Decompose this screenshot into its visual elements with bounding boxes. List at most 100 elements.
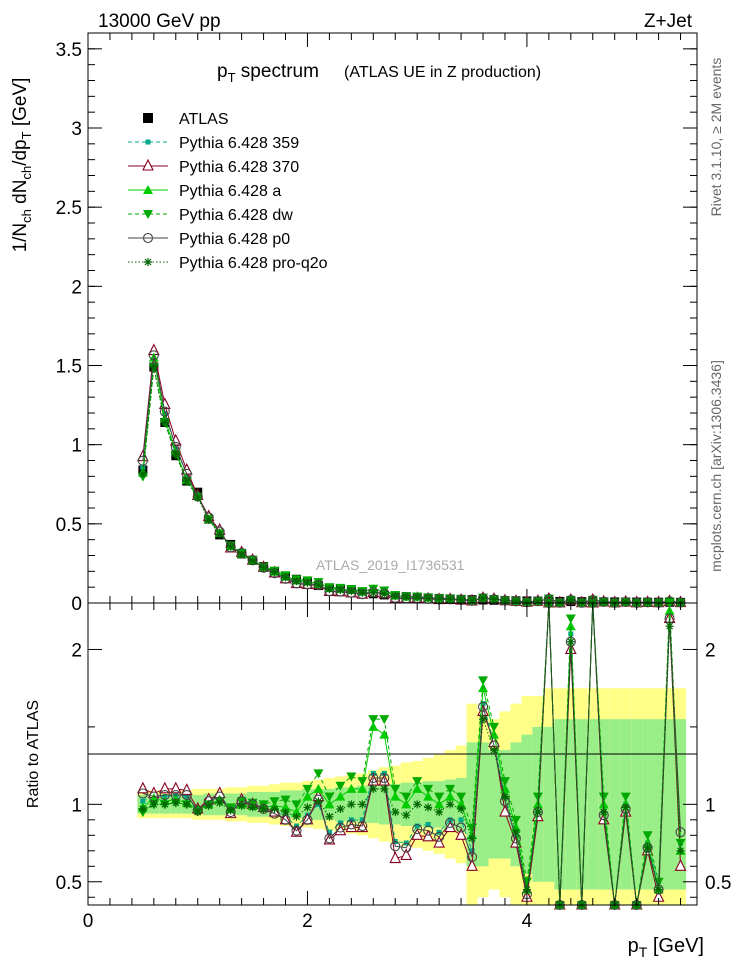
ratio-series-marker bbox=[434, 792, 445, 802]
ratio-series-marker bbox=[140, 798, 146, 804]
main-series-marker bbox=[566, 596, 575, 605]
ratio-panel: 0.5 0.5 1 1 2 2 0 2 4 bbox=[56, 595, 731, 932]
ratio-series-marker bbox=[193, 808, 202, 817]
header-left-label: 13000 GeV pp bbox=[98, 11, 221, 32]
main-series-marker bbox=[149, 363, 158, 372]
mcplots-label: mcplots.cern.ch [arXiv:1306.3436] bbox=[708, 360, 724, 572]
green-band-bin bbox=[675, 719, 687, 890]
ratio-series-marker bbox=[654, 885, 663, 894]
ratio-y-tick-label: 1 bbox=[71, 795, 82, 816]
ratio-series-marker bbox=[621, 803, 630, 812]
main-title: pT spectrum bbox=[217, 61, 319, 85]
ratio-series-marker bbox=[490, 746, 498, 755]
ratio-series-marker bbox=[456, 822, 467, 833]
main-series-marker bbox=[424, 594, 433, 603]
main-series-marker bbox=[314, 581, 323, 590]
green-band-bin bbox=[466, 742, 478, 867]
main-series-marker bbox=[237, 550, 246, 559]
legend-label: Pythia 6.428 dw bbox=[179, 207, 293, 224]
ratio-series-marker bbox=[466, 859, 478, 871]
main-series-marker bbox=[511, 597, 520, 606]
main-series-marker bbox=[159, 406, 170, 417]
main-series-marker bbox=[402, 593, 411, 602]
ratio-series-marker bbox=[280, 795, 291, 805]
ratio-series-marker bbox=[390, 784, 401, 794]
title-main: p bbox=[217, 61, 228, 82]
ratio-series-marker bbox=[379, 729, 390, 739]
ratio-series-marker bbox=[412, 777, 423, 787]
ratio-series-marker bbox=[368, 715, 379, 725]
ratio-series-marker bbox=[446, 800, 455, 809]
ratio-series-marker bbox=[414, 823, 420, 829]
ratio-series-marker bbox=[423, 784, 434, 794]
ratio-series-marker bbox=[356, 820, 369, 833]
ratio-series-marker bbox=[237, 801, 246, 810]
ratio-series-marker bbox=[324, 799, 335, 809]
green-band-bin bbox=[334, 787, 346, 822]
xlabel-main: p bbox=[628, 935, 639, 957]
main-series-marker bbox=[204, 515, 213, 524]
ratio-series-marker bbox=[303, 803, 312, 812]
ratio-series-marker bbox=[313, 783, 324, 793]
ratio-series-marker bbox=[325, 812, 334, 821]
legend-label: Pythia 6.428 pro-q2o bbox=[179, 255, 328, 272]
main-series-marker bbox=[500, 596, 509, 605]
analysis-watermark: ATLAS_2019_I1736531 bbox=[316, 557, 465, 573]
ratio-series-marker bbox=[653, 884, 664, 895]
ratio-series-marker bbox=[389, 851, 402, 864]
ratio-series-marker bbox=[180, 783, 193, 795]
ratio-series-marker bbox=[302, 784, 313, 794]
ratio-series-marker bbox=[302, 814, 313, 825]
ratio-series-marker bbox=[478, 683, 489, 693]
title-sub: T bbox=[228, 70, 236, 85]
green-band-bin bbox=[554, 719, 566, 890]
ratio-series-marker bbox=[413, 800, 422, 809]
ratio-ylabel: Ratio to ATLAS bbox=[25, 700, 42, 808]
ratio-series-marker bbox=[479, 715, 488, 724]
ratio-series-marker bbox=[291, 825, 302, 836]
ratio-series-marker bbox=[676, 846, 685, 855]
ratio-series-marker bbox=[136, 781, 149, 794]
ratio-series-marker bbox=[533, 808, 542, 817]
ratio-series-marker bbox=[400, 848, 413, 860]
xaxis-label: pT [GeV] bbox=[628, 935, 704, 960]
legend-marker bbox=[142, 232, 154, 244]
ratio-series-marker bbox=[665, 622, 674, 631]
ratio-y-tick-label-right: 2 bbox=[705, 640, 716, 661]
main-series-marker bbox=[369, 588, 378, 597]
ratio-series-marker bbox=[445, 784, 456, 794]
title-note: (ATLAS UE in Z production) bbox=[344, 64, 541, 81]
ratio-series-marker bbox=[642, 842, 653, 853]
y-tick-label: 3 bbox=[71, 119, 82, 140]
ratio-series-marker bbox=[456, 792, 467, 802]
green-band-bin bbox=[609, 719, 621, 890]
green-band-bin bbox=[367, 785, 379, 823]
legend-marker bbox=[144, 258, 152, 266]
green-band-bin bbox=[576, 719, 588, 890]
legend-label: Pythia 6.428 370 bbox=[179, 159, 299, 176]
ratio-series-marker bbox=[480, 701, 486, 707]
ratio-series-marker bbox=[598, 792, 609, 802]
rivet-label: Rivet 3.1.10, ≥ 2M events bbox=[708, 58, 724, 217]
ratio-mc-series bbox=[136, 595, 687, 911]
ratio-series-marker bbox=[324, 792, 335, 802]
ratio-series-marker bbox=[425, 821, 431, 827]
ratio-series-marker bbox=[620, 792, 631, 802]
ratio-y-tick-label-right: 1 bbox=[705, 795, 716, 816]
green-band-bin bbox=[543, 726, 555, 882]
ratio-series-marker bbox=[159, 789, 170, 801]
ratio-series-marker bbox=[247, 798, 258, 808]
xlabel-sub: T bbox=[639, 944, 648, 960]
main-series-marker bbox=[490, 595, 498, 604]
ratio-series-marker bbox=[424, 803, 433, 812]
ratio-series-marker bbox=[423, 825, 434, 836]
ratio-series-marker bbox=[457, 804, 466, 813]
ratio-series-marker bbox=[675, 827, 686, 838]
green-band-bin bbox=[653, 719, 665, 890]
ratio-series-marker bbox=[335, 791, 346, 801]
main-mc-series bbox=[136, 343, 687, 608]
main-axis-ticks: 0 0.5 1 1.5 2 2.5 3 3.5 bbox=[56, 32, 697, 615]
main-series-marker bbox=[325, 585, 334, 594]
ratio-series-marker bbox=[336, 804, 345, 813]
ratio-series-marker bbox=[368, 772, 379, 784]
